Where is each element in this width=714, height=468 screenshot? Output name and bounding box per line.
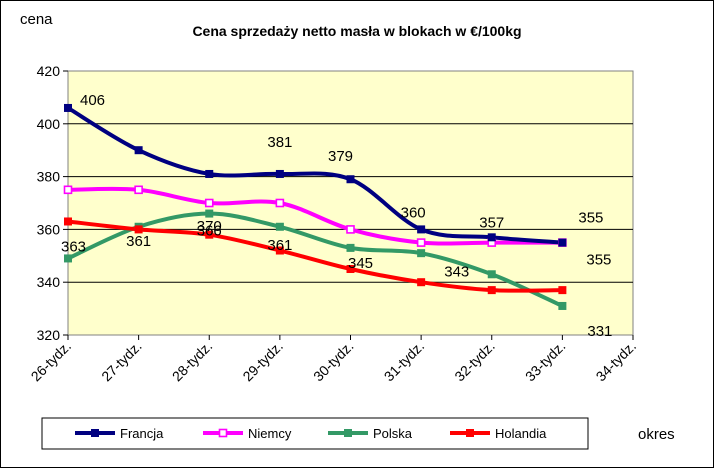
data-point: [417, 225, 426, 234]
data-point: [487, 233, 496, 242]
data-label: 357: [479, 214, 504, 231]
data-point: [416, 238, 426, 247]
x-tick-label: 30-tydz.: [310, 338, 357, 385]
data-point: [205, 209, 214, 218]
data-point: [275, 246, 284, 255]
data-point: [275, 169, 284, 178]
data-point: [558, 238, 567, 247]
data-point: [275, 198, 285, 208]
data-label: 345: [348, 255, 373, 272]
x-tick-label: 34-tydz.: [593, 338, 640, 385]
legend-swatch-marker: [344, 429, 352, 437]
data-labels: 406 381 379 360 357 355 370 355 361 366 361 343 331 3…: [61, 92, 612, 340]
data-label: 381: [267, 134, 292, 151]
data-point: [487, 270, 496, 279]
data-point: [346, 175, 355, 184]
legend-label: Holandia: [495, 426, 547, 441]
data-point: [64, 254, 72, 263]
series-line-holandia: [66, 219, 565, 293]
x-tick-label: 29-tydz.: [239, 338, 286, 385]
series-line-niemcy: [66, 186, 565, 246]
data-label: 355: [578, 210, 603, 227]
y-tick-labels: 320 340 360 380 400 420: [37, 63, 61, 343]
data-label: 406: [80, 92, 105, 109]
data-label: 355: [586, 252, 611, 269]
data-label: 379: [328, 148, 353, 165]
y-tick-label: 320: [37, 327, 61, 343]
data-point: [134, 146, 143, 155]
data-label: 343: [444, 263, 469, 280]
x-tick-label: 31-tydz.: [381, 338, 428, 385]
x-tick-label: 27-tydz.: [98, 338, 145, 385]
data-label: 361: [126, 233, 151, 250]
data-point: [487, 286, 496, 295]
data-point: [134, 185, 143, 195]
x-tick-label: 26-tydz.: [28, 338, 75, 385]
data-label: 366: [197, 223, 222, 240]
legend-entries: Francja Niemcy Polska Holandia: [75, 426, 547, 441]
y-tick-label: 400: [37, 116, 61, 132]
data-point: [558, 286, 567, 295]
data-point: [134, 225, 143, 234]
data-point: [558, 301, 567, 310]
series-line-polska: [66, 211, 565, 308]
series-markers: [63, 103, 567, 310]
legend-label: Polska: [373, 426, 413, 441]
data-point: [205, 230, 214, 239]
legend-swatch-marker: [218, 428, 228, 438]
legend-swatch-marker: [91, 429, 99, 437]
data-point: [63, 185, 73, 195]
y-tick-label: 380: [37, 169, 61, 185]
data-label: 370: [197, 218, 222, 235]
x-tick-labels: 26-tydz. 27-tydz. 28-tydz. 29-tydz. 30-tydz.…: [28, 338, 640, 385]
y-tick-label: 340: [37, 274, 61, 290]
data-point: [417, 278, 426, 287]
data-point: [346, 243, 355, 252]
data-point: [346, 265, 355, 273]
y-axis-label: cena: [20, 11, 53, 28]
legend-swatch-marker: [466, 429, 474, 437]
plot-area: [67, 70, 634, 336]
legend-label: Francja: [120, 426, 164, 441]
data-point: [417, 249, 426, 258]
legend-label: Niemcy: [248, 426, 292, 441]
chart-title: Cena sprzedaży netto masła w blokach w €…: [192, 23, 521, 39]
data-label: 361: [267, 237, 292, 254]
data-label: 360: [401, 204, 426, 221]
data-point: [64, 217, 72, 226]
legend: [41, 417, 589, 450]
data-point: [205, 169, 214, 178]
data-point: [346, 225, 355, 234]
data-point: [275, 222, 284, 231]
x-tick-label: 28-tydz.: [169, 338, 216, 385]
data-point: [64, 103, 72, 112]
data-label: 331: [587, 323, 612, 340]
data-label: 363: [61, 238, 86, 255]
y-tick-label: 420: [37, 63, 61, 79]
y-tick-label: 360: [37, 221, 61, 237]
x-axis-label: okres: [638, 426, 675, 443]
x-tick-label: 32-tydz.: [451, 338, 498, 385]
data-point: [204, 198, 214, 208]
x-tick-label: 33-tydz.: [522, 338, 569, 385]
